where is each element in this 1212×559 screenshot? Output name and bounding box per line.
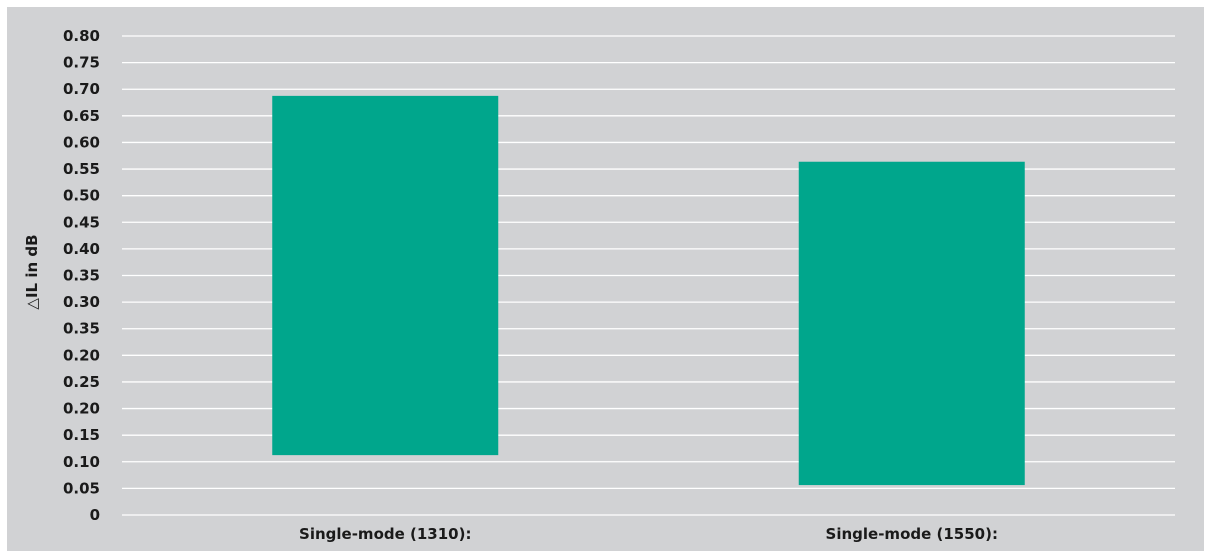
y-tick-label: 0.75 [63,54,100,72]
y-tick-label: 0.60 [63,133,100,151]
y-axis-ticks: 0 0.05 0.10 0.15 0.20 0.25 0.20 0.35 0.30 0.35 0.4… [63,27,100,524]
x-axis-categories: Single-mode (1310): Single-mode (1550): [299,525,998,543]
y-tick-label: 0.20 [63,346,100,364]
x-category-label: Single-mode (1550): [826,525,998,543]
y-tick-label: 0.45 [63,213,100,231]
bars [272,95,1025,486]
y-tick-label: 0.15 [63,426,100,444]
y-tick-label: 0.10 [63,453,100,471]
bar-1 [272,95,499,456]
y-tick-label: 0.20 [63,400,100,418]
y-tick-label: 0.35 [63,267,100,285]
bar-2 [798,161,1025,486]
y-tick-label: 0.30 [63,293,100,311]
x-category-label: Single-mode (1310): [299,525,471,543]
y-tick-label: 0.40 [63,240,100,258]
y-tick-label: 0.80 [63,27,100,45]
y-tick-label: 0.25 [63,373,100,391]
y-tick-label: 0.50 [63,187,100,205]
y-axis-label: △IL in dB [23,234,41,309]
y-tick-label: 0 [90,506,100,524]
bar-chart: 0 0.05 0.10 0.15 0.20 0.25 0.20 0.35 0.30 0.35 0.4… [23,27,1175,543]
y-tick-label: 0.70 [63,80,100,98]
y-tick-label: 0.55 [63,160,100,178]
y-tick-label: 0.05 [63,479,100,497]
y-tick-label: 0.35 [63,320,100,338]
chart-panel: 0 0.05 0.10 0.15 0.20 0.25 0.20 0.35 0.30 0.35 0.4… [7,7,1204,551]
y-tick-label: 0.65 [63,107,100,125]
